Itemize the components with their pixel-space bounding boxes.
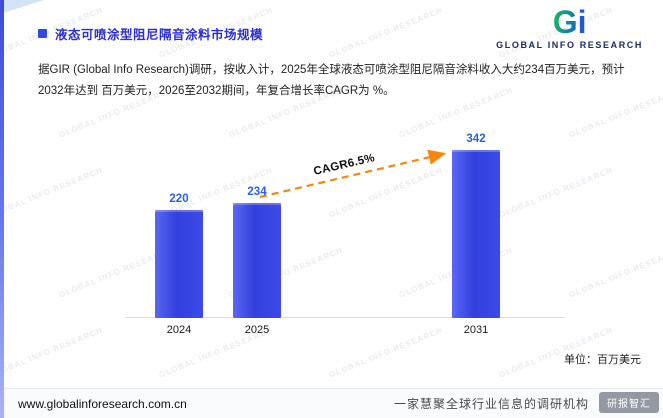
bar-chart: CAGR6.5% 220 2024 234 2025 342 2031 (100, 130, 580, 336)
x-axis-line (125, 317, 565, 318)
gir-logo: Gi GLOBAL INFO RESEARCH (496, 6, 643, 50)
gir-logo-text: GLOBAL INFO RESEARCH (496, 40, 643, 50)
watermark-logo-stamp: 研报智汇 (599, 392, 659, 413)
header: 液态可喷涂型阻尼隔音涂料市场规模 (38, 24, 263, 43)
title-bullet (38, 29, 47, 38)
bar-2031 (452, 150, 500, 318)
corner-decoration (0, 0, 44, 14)
footer-url[interactable]: www.globalinforesearch.com.cn (18, 396, 187, 411)
footer-slogan: 一家慧聚全球行业信息的调研机构 (393, 397, 589, 411)
watermark-logo-text: 研报智汇 (607, 399, 651, 410)
gir-logo-mark: Gi (496, 6, 643, 38)
unit-label: 单位：百万美元 (564, 354, 641, 366)
x-axis-label-2031: 2031 (463, 324, 489, 336)
cagr-trend-arrow (259, 149, 447, 199)
left-accent-strip (0, 0, 4, 418)
x-axis-label-2024: 2024 (166, 324, 192, 336)
x-axis-label-2025: 2025 (244, 324, 270, 336)
footer: www.globalinforesearch.com.cn 一家慧聚全球行业信息… (0, 388, 663, 418)
bar-value-2025: 234 (247, 186, 267, 198)
bar-2025 (233, 203, 281, 318)
bar-2024 (155, 210, 203, 318)
description-paragraph: 据GIR (Global Info Research)调研，按收入计，2025年… (38, 64, 625, 98)
page-title: 液态可喷涂型阻尼隔音涂料市场规模 (55, 28, 264, 42)
logo-letter-i: i (577, 4, 587, 40)
logo-letter-g: G (552, 4, 578, 40)
bar-value-2024: 220 (169, 193, 189, 205)
bar-value-2031: 342 (466, 133, 486, 145)
